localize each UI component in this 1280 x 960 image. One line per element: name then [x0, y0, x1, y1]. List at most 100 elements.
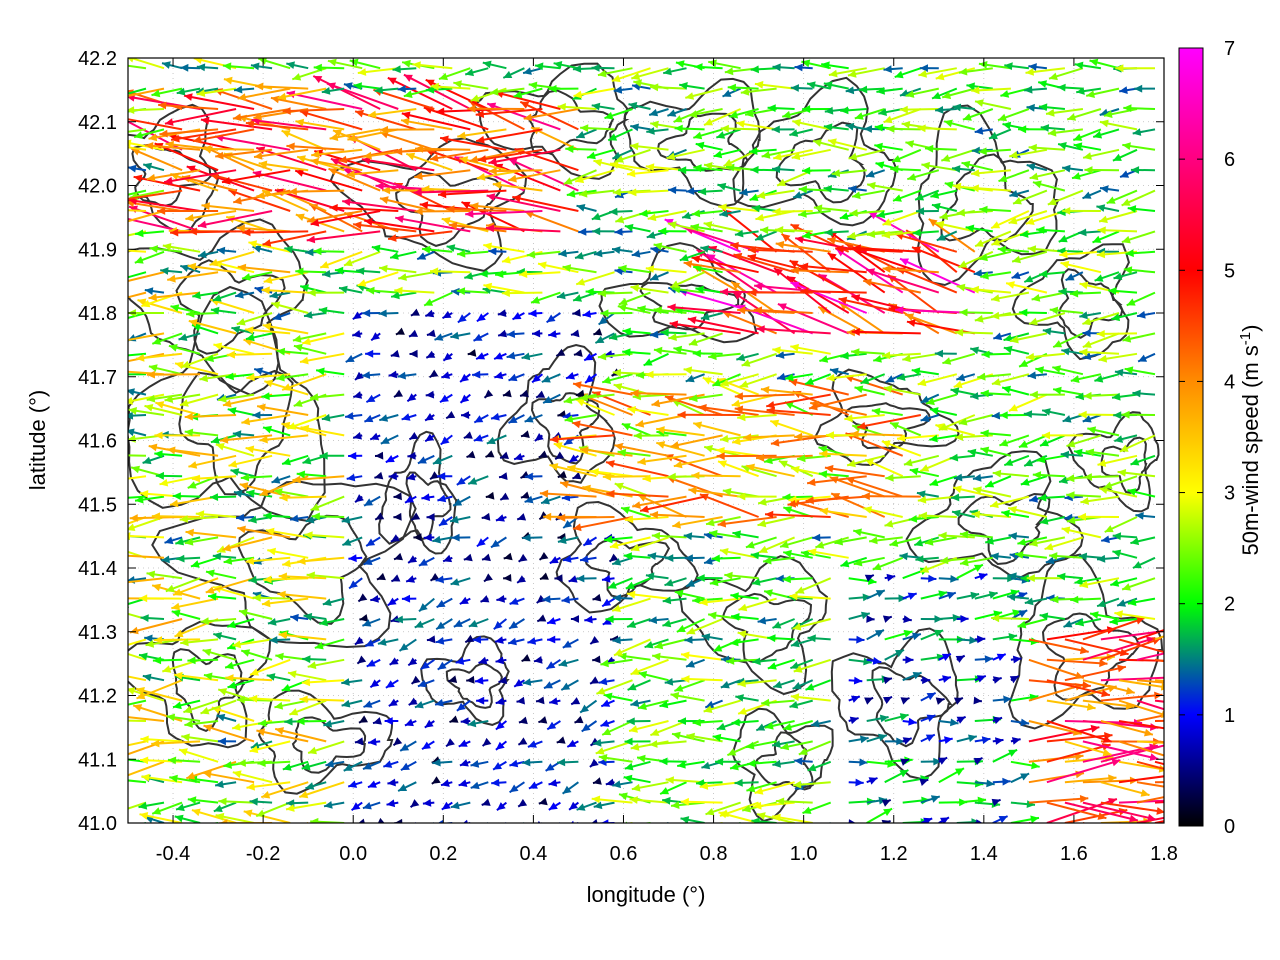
wind-arrow — [623, 774, 651, 784]
wind-arrow-head — [508, 637, 517, 646]
wind-arrow — [917, 373, 958, 387]
wind-arrow — [685, 658, 705, 668]
contour-line — [420, 635, 510, 726]
wind-arrow — [486, 434, 507, 445]
wind-arrow — [513, 453, 525, 461]
wind-arrow — [883, 695, 893, 704]
wind-arrow-head — [509, 784, 519, 793]
wind-arrow-head — [155, 471, 164, 480]
wind-arrow-shaft — [737, 822, 741, 823]
wind-arrow-head — [76, 463, 85, 471]
wind-arrow-head — [1070, 595, 1079, 604]
wind-arrow — [366, 658, 381, 668]
wind-arrow-head — [113, 579, 122, 587]
wind-arrow — [507, 637, 525, 646]
wind-arrow-shaft — [128, 597, 129, 599]
wind-arrow-head — [970, 285, 980, 294]
wind-arrow — [363, 495, 381, 507]
wind-arrow-head — [408, 822, 410, 823]
wind-arrow — [473, 332, 489, 342]
wind-arrow — [605, 778, 615, 787]
wind-arrow-head — [463, 431, 473, 439]
wind-arrow — [793, 780, 831, 789]
wind-arrow-head — [495, 656, 505, 665]
wind-arrow — [1028, 638, 1089, 655]
wind-arrow — [992, 777, 1011, 786]
wind-arrow — [920, 692, 937, 702]
wind-arrow — [418, 556, 435, 567]
wind-arrow — [705, 801, 741, 816]
wind-arrow — [392, 737, 403, 747]
wind-arrow-head — [267, 547, 276, 556]
wind-arrow — [261, 392, 291, 401]
wind-arrow-head — [191, 474, 201, 483]
wind-arrow-head — [938, 531, 947, 540]
wind-arrow-head — [886, 573, 896, 582]
wind-arrow — [128, 407, 165, 416]
wind-arrow — [474, 676, 489, 685]
wind-arrow-head — [683, 260, 693, 268]
wind-arrow — [848, 735, 869, 744]
wind-arrow-head — [485, 491, 495, 500]
contour-line — [830, 627, 962, 780]
wind-arrow-head — [200, 707, 210, 715]
wind-arrow — [649, 271, 669, 281]
wind-arrow-head — [497, 309, 507, 317]
contour-line — [813, 368, 960, 467]
wind-arrow-head — [106, 645, 115, 653]
wind-arrow-head — [899, 770, 909, 778]
wind-arrow — [629, 796, 669, 804]
wind-arrow-head — [840, 559, 850, 568]
wind-arrow — [570, 329, 580, 338]
wind-arrow-head — [704, 445, 713, 453]
wind-arrow-head — [362, 309, 371, 318]
wind-arrow — [852, 528, 885, 539]
wind-arrow-shaft — [128, 719, 147, 722]
wind-arrow — [171, 609, 201, 620]
wind-arrow-head — [1101, 535, 1110, 544]
wind-arrow — [393, 512, 402, 521]
wind-arrow-head — [446, 738, 455, 747]
wind-arrow-head — [1079, 348, 1088, 357]
contour-line — [775, 121, 866, 204]
wind-arrow — [243, 809, 291, 823]
wind-arrow — [473, 414, 489, 424]
wind-arrow — [214, 780, 237, 789]
wind-arrow-head — [861, 492, 870, 501]
wind-arrow — [175, 801, 201, 812]
wind-arrow-head — [952, 614, 961, 622]
wind-arrow — [367, 780, 381, 789]
wind-arrow-head — [977, 635, 986, 644]
wind-arrow-head — [794, 757, 803, 765]
wind-arrow-head — [1156, 807, 1164, 815]
wind-arrow — [654, 638, 687, 650]
wind-arrow-head — [682, 824, 691, 832]
wind-arrow — [536, 614, 547, 623]
wind-arrow-head — [978, 572, 988, 581]
wind-arrow — [128, 394, 129, 396]
wind-arrow-head — [775, 797, 785, 806]
wind-arrow — [209, 250, 255, 267]
wind-arrow-shaft — [128, 679, 129, 681]
wind-arrow-head — [257, 759, 266, 767]
wind-arrow — [518, 716, 528, 725]
wind-arrow-head — [79, 585, 88, 593]
wind-arrow-head — [408, 657, 418, 666]
wind-arrow-head — [171, 602, 180, 611]
wind-arrow-head — [517, 513, 527, 521]
wind-arrow-shaft — [128, 333, 129, 335]
wind-arrow — [1014, 551, 1048, 559]
wind-arrow — [148, 291, 201, 302]
wind-arrow-head — [398, 273, 407, 281]
wind-arrow-head — [946, 591, 956, 600]
wind-arrow-head — [1122, 583, 1131, 591]
wind-arrow-head — [767, 662, 777, 670]
wind-arrow-head — [484, 573, 493, 582]
wind-arrow-head — [547, 635, 556, 644]
wind-arrow — [499, 492, 510, 501]
wind-arrow — [692, 421, 741, 437]
wind-arrow-head — [538, 450, 548, 458]
wind-arrow — [483, 389, 494, 399]
wind-arrow — [626, 590, 669, 600]
wind-arrow-head — [518, 798, 528, 807]
